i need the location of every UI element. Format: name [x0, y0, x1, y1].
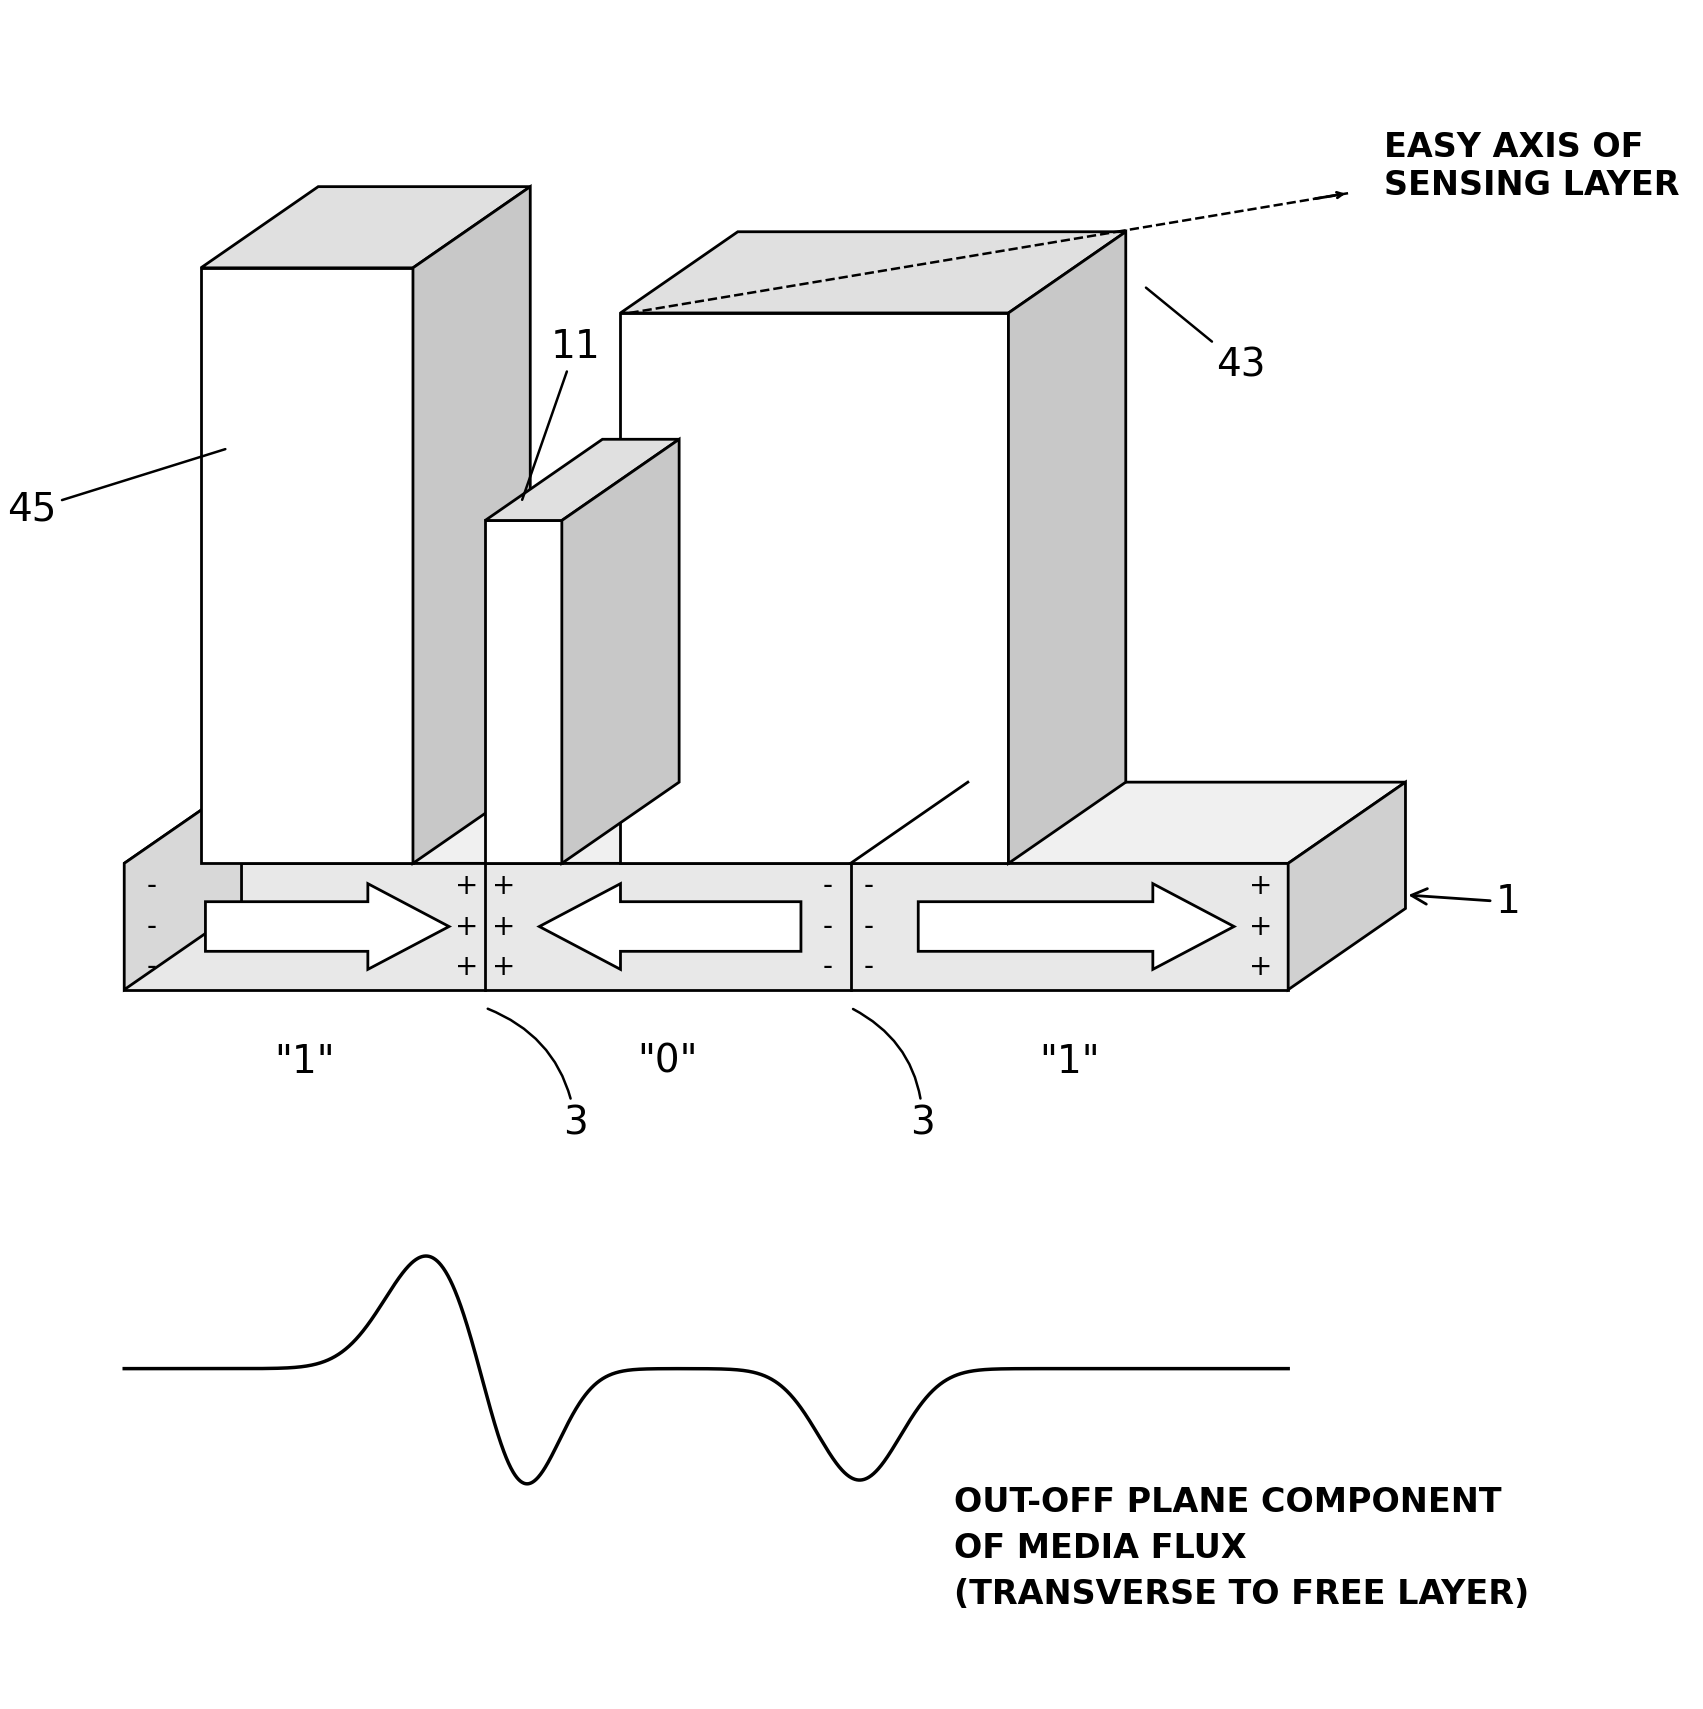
Text: +: +: [492, 872, 514, 901]
Polygon shape: [1287, 783, 1405, 990]
Polygon shape: [412, 186, 530, 863]
Text: +: +: [455, 913, 479, 940]
FancyArrow shape: [918, 884, 1235, 969]
Text: -: -: [863, 872, 874, 901]
Text: -: -: [146, 872, 157, 901]
Text: "0": "0": [637, 1042, 698, 1080]
FancyArrow shape: [540, 884, 800, 969]
Text: "1": "1": [1039, 1042, 1100, 1080]
Polygon shape: [620, 313, 1008, 863]
Text: 1: 1: [1412, 884, 1521, 921]
Text: +: +: [492, 954, 514, 981]
FancyArrow shape: [206, 884, 450, 969]
Text: OUT-OFF PLANE COMPONENT
OF MEDIA FLUX
(TRANSVERSE TO FREE LAYER): OUT-OFF PLANE COMPONENT OF MEDIA FLUX (T…: [954, 1485, 1529, 1612]
Polygon shape: [124, 863, 1287, 990]
Text: +: +: [455, 954, 479, 981]
Polygon shape: [485, 439, 679, 521]
Text: 11: 11: [523, 328, 599, 499]
Text: +: +: [455, 872, 479, 901]
Text: +: +: [1250, 913, 1272, 940]
Text: 3: 3: [487, 1008, 588, 1142]
Text: +: +: [1250, 954, 1272, 981]
Polygon shape: [201, 186, 530, 268]
Text: -: -: [146, 954, 157, 981]
Text: +: +: [492, 913, 514, 940]
Polygon shape: [562, 439, 679, 863]
Text: "1": "1": [274, 1042, 335, 1080]
Polygon shape: [1008, 232, 1126, 863]
Polygon shape: [201, 268, 412, 863]
Text: -: -: [823, 913, 833, 940]
Polygon shape: [124, 783, 242, 990]
Text: -: -: [146, 913, 157, 940]
Polygon shape: [485, 521, 562, 863]
Text: 3: 3: [853, 1008, 935, 1142]
Polygon shape: [620, 232, 1126, 313]
Text: -: -: [863, 913, 874, 940]
Text: -: -: [823, 954, 833, 981]
Text: EASY AXIS OF
SENSING LAYER: EASY AXIS OF SENSING LAYER: [1385, 130, 1679, 202]
Text: 43: 43: [1146, 287, 1265, 385]
Polygon shape: [124, 783, 1405, 863]
Text: 45: 45: [7, 449, 225, 528]
Text: -: -: [863, 954, 874, 981]
Text: +: +: [1250, 872, 1272, 901]
Text: -: -: [823, 872, 833, 901]
